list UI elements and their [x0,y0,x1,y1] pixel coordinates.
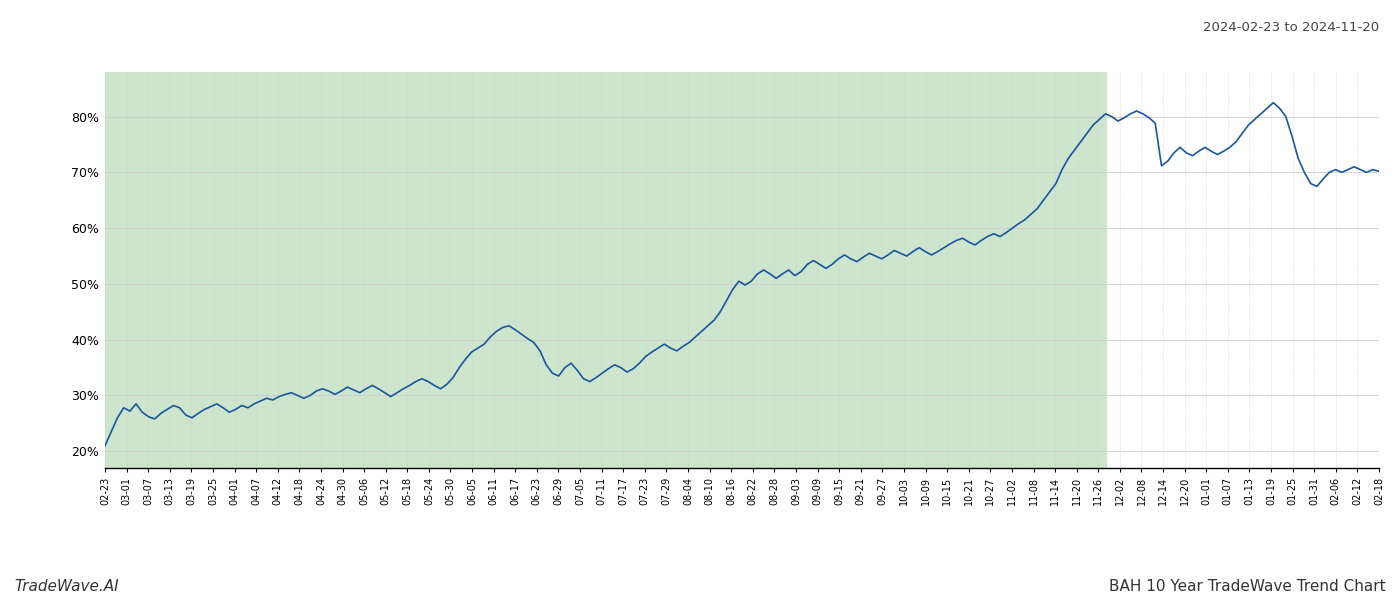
Text: TradeWave.AI: TradeWave.AI [14,579,119,594]
Text: 2024-02-23 to 2024-11-20: 2024-02-23 to 2024-11-20 [1203,21,1379,34]
Text: BAH 10 Year TradeWave Trend Chart: BAH 10 Year TradeWave Trend Chart [1109,579,1386,594]
Bar [105,72,1106,468]
